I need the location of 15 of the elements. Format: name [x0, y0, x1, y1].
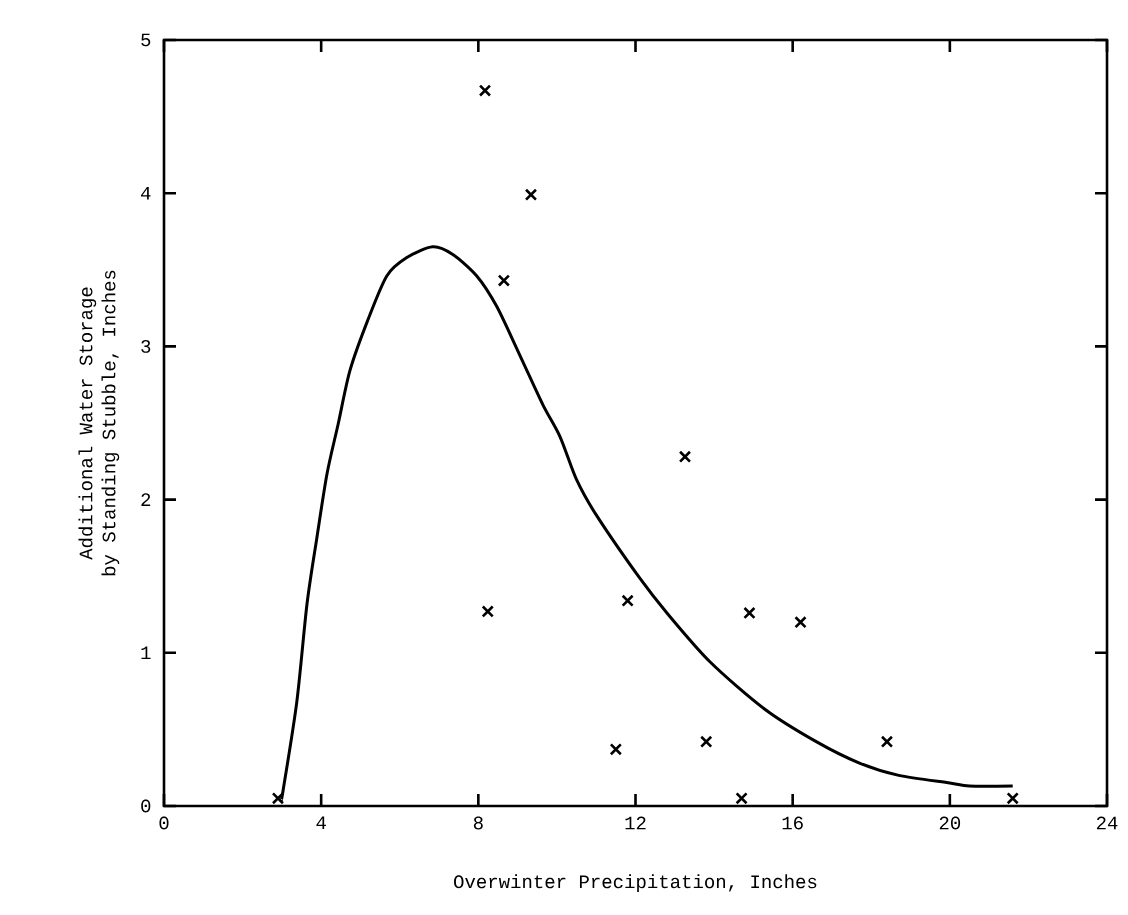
y-tick-label: 0 [141, 799, 151, 813]
y-tick-label: 4 [141, 186, 151, 200]
y-tick-label: 1 [141, 646, 151, 660]
x-axis-title: Overwinter Precipitation, Inches [454, 874, 817, 892]
y-tick-label: 2 [141, 493, 151, 506]
y-axis-title: Additional Water Storage by Standing Stubble, Inches [78, 270, 120, 576]
x-tick-label: 24 [1096, 816, 1118, 830]
x-tick-label: 4 [316, 816, 326, 830]
x-tick-label: 0 [159, 816, 169, 830]
x-tick-label: 12 [625, 816, 646, 830]
x-tick-label: 20 [939, 816, 961, 830]
x-tick-label: 16 [782, 816, 803, 830]
x-tick-label: 8 [473, 816, 483, 830]
y-tick-label: 3 [141, 339, 151, 353]
y-tick-label: 5 [141, 33, 151, 47]
